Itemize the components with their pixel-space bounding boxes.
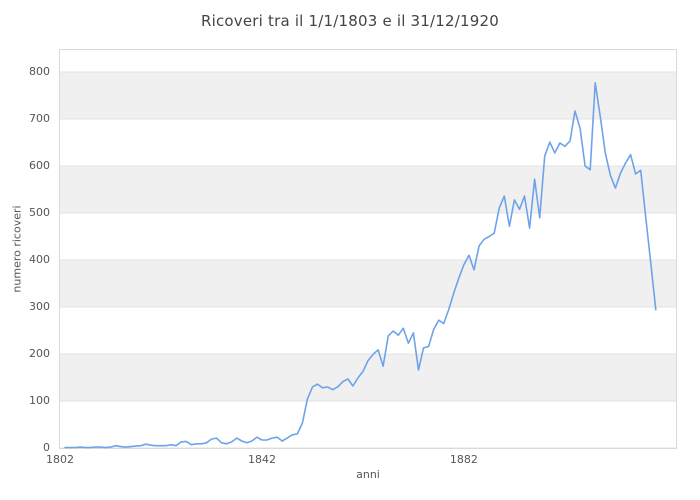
y-tick-label: 200	[29, 347, 50, 360]
x-tick-label: 1802	[46, 453, 74, 466]
x-axis-title: anni	[356, 468, 380, 481]
y-tick-label: 600	[29, 159, 50, 173]
chart-title: Ricoveri tra il 1/1/1803 e il 31/12/1920	[200, 12, 500, 30]
y-tick-label: 300	[29, 300, 50, 313]
plot-border	[59, 49, 677, 449]
y-tick-label: 700	[29, 112, 50, 126]
grid-band	[60, 260, 676, 308]
y-axis-title: numero ricoveri	[10, 205, 24, 293]
y-tick-label: 0	[43, 441, 50, 454]
y-tick-label: 800	[29, 65, 50, 79]
x-tick-label: 1882	[449, 453, 478, 466]
line-chart-plot-area	[59, 49, 677, 449]
y-tick-label: 400	[29, 253, 50, 266]
grid-band	[60, 72, 676, 120]
y-tick-label: 500	[29, 206, 50, 220]
y-tick-label: 100	[29, 394, 50, 407]
grid-band	[60, 166, 676, 214]
series-line-ricoveri	[64, 81, 657, 449]
x-tick-label: 1842	[247, 453, 276, 466]
